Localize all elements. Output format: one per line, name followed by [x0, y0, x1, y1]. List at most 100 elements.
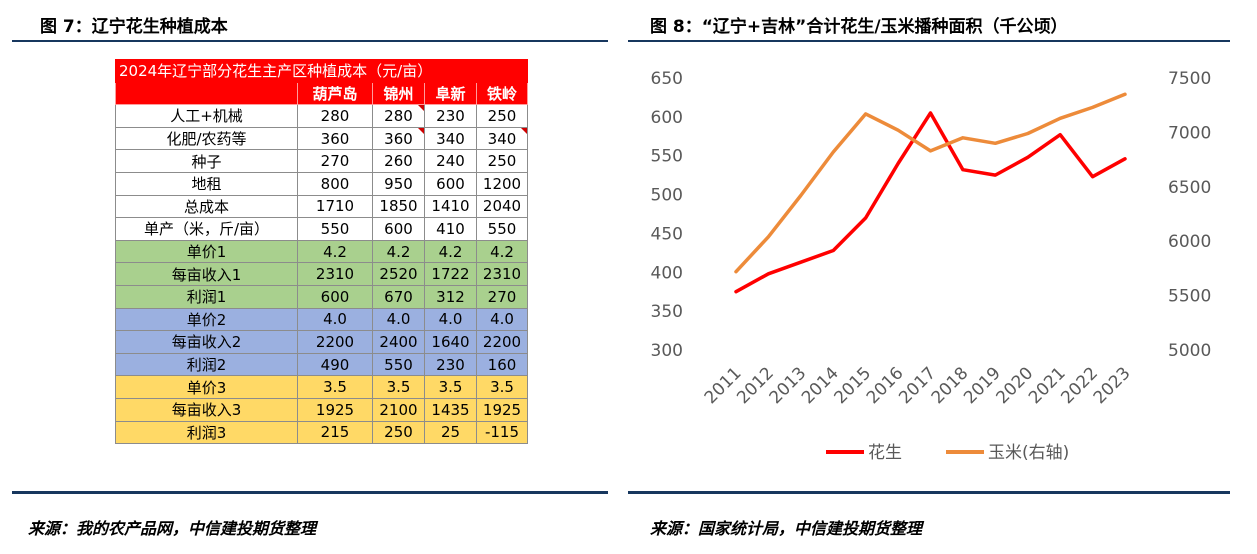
y-left-tick-label: 650	[651, 69, 683, 89]
table-cell: 1722	[424, 262, 477, 286]
right-source-note: 来源：国家统计局，中信建投期货整理	[650, 519, 923, 538]
row-label: 地租	[115, 171, 298, 196]
table-row: 单价3 3.5 3.5 3.5 3.5	[115, 375, 528, 399]
table-cell: 2400	[372, 330, 425, 354]
table-cell: 340	[476, 126, 528, 151]
x-tick-label: 2018	[928, 363, 973, 408]
table-cell: 1435	[424, 397, 477, 422]
row-label: 单价1	[115, 239, 298, 264]
table-cell: 2310	[476, 262, 528, 286]
table-row: 人工+机械 280 280 230 250	[115, 104, 528, 128]
table-cell: 3.5	[424, 375, 477, 399]
table-cell: 25	[424, 420, 477, 445]
table-cell: 2520	[372, 262, 425, 286]
table-cell: 1925	[297, 397, 373, 422]
row-label: 单价3	[115, 375, 298, 399]
y-left-tick-label: 600	[651, 108, 683, 128]
x-tick-label: 2022	[1057, 363, 1102, 408]
table-cell: 160	[476, 352, 528, 377]
y-left-tick-label: 350	[651, 302, 683, 322]
table-cell: 2200	[476, 330, 528, 354]
table-cell: 1410	[424, 194, 477, 219]
table-cell: 4.0	[297, 307, 373, 332]
corn-series-line	[734, 92, 1127, 274]
table-cell: 4.2	[424, 239, 477, 264]
row-label: 单产（米，斤/亩）	[115, 217, 298, 241]
y-right-tick-label: 5000	[1168, 341, 1211, 361]
table-cell: 3.5	[372, 375, 425, 399]
legend-label-corn: 玉米(右轴)	[988, 443, 1069, 463]
table-cell: 1640	[424, 330, 477, 354]
left-top-rule	[12, 40, 608, 42]
table-row: 每亩收入2 2200 2400 1640 2200	[115, 330, 528, 354]
x-tick-label: 2016	[863, 363, 908, 408]
planting-cost-table: 2024年辽宁部分花生主产区种植成本（元/亩） 葫芦岛 锦州 阜新 铁岭 人工+…	[115, 59, 528, 445]
table-row: 利润1 600 670 312 270	[115, 284, 528, 309]
table-row: 每亩收入3 1925 2100 1435 1925	[115, 397, 528, 422]
table-cell: 280	[297, 104, 373, 128]
table-cell: 312	[424, 284, 477, 309]
table-cell: 260	[372, 149, 425, 173]
table-cell: 250	[476, 149, 528, 173]
table-cell: 340	[424, 126, 477, 151]
table-cell: 4.2	[372, 239, 425, 264]
x-tick-label: 2020	[993, 363, 1038, 408]
table-row: 单价2 4.0 4.0 4.0 4.0	[115, 307, 528, 332]
header-cell-huludao: 葫芦岛	[297, 81, 373, 106]
table-cell: 800	[297, 171, 373, 196]
table-row: 单价1 4.2 4.2 4.2 4.2	[115, 239, 528, 264]
left-source-note: 来源：我的农产品网，中信建投期货整理	[28, 519, 317, 538]
table-row: 总成本 1710 1850 1410 2040	[115, 194, 528, 219]
y-right-tick-label: 6500	[1168, 178, 1211, 198]
y-left-tick-label: 550	[651, 147, 683, 167]
table-cell: 1200	[476, 171, 528, 196]
y-right-tick-label: 7000	[1168, 123, 1211, 143]
header-cell-tieling: 铁岭	[476, 81, 528, 106]
table-cell: 2200	[297, 330, 373, 354]
x-tick-label: 2014	[798, 363, 843, 408]
x-tick-label: 2017	[895, 363, 940, 408]
y-right-tick-label: 5500	[1168, 287, 1211, 307]
table-cell: 270	[297, 149, 373, 173]
table-cell: 3.5	[297, 375, 373, 399]
right-figure-title: 图 8：“辽宁+吉林”合计花生/玉米播种面积（千公顷）	[650, 17, 1068, 37]
row-label: 每亩收入1	[115, 262, 298, 286]
table-cell: 490	[297, 352, 373, 377]
row-label: 利润3	[115, 420, 298, 445]
row-label: 单价2	[115, 307, 298, 332]
table-row: 化肥/农药等 360 360 340 340	[115, 126, 528, 151]
row-label: 人工+机械	[115, 104, 298, 128]
row-label: 总成本	[115, 194, 298, 219]
table-cell: 4.2	[476, 239, 528, 264]
legend-label-peanut: 花生	[868, 443, 902, 463]
y-left-tick-label: 500	[651, 186, 683, 206]
table-row: 种子 270 260 240 250	[115, 149, 528, 173]
table-cell: 230	[424, 352, 477, 377]
table-cell: 3.5	[476, 375, 528, 399]
table-cell: 250	[372, 420, 425, 445]
comment-marker	[418, 105, 424, 112]
table-cell: 550	[372, 352, 425, 377]
table-cell: 2040	[476, 194, 528, 219]
table-cell: 240	[424, 149, 477, 173]
table-cell: 600	[372, 217, 425, 241]
y-left-tick-label: 300	[651, 341, 683, 361]
table-cell: 600	[297, 284, 373, 309]
table-row: 每亩收入1 2310 2520 1722 2310	[115, 262, 528, 286]
table-cell: 270	[476, 284, 528, 309]
table-cell: 215	[297, 420, 373, 445]
table-cell: 1850	[372, 194, 425, 219]
row-label: 每亩收入3	[115, 397, 298, 422]
x-tick-label: 2013	[766, 363, 811, 408]
table-cell: 230	[424, 104, 477, 128]
table-row: 利润3 215 250 25 -115	[115, 420, 528, 445]
header-cell-empty	[115, 81, 298, 106]
table-row: 单产（米，斤/亩） 550 600 410 550	[115, 217, 528, 241]
table-cell: 4.0	[372, 307, 425, 332]
table-cell: 1710	[297, 194, 373, 219]
y-right-tick-label: 6000	[1168, 232, 1211, 252]
table-cell: 1925	[476, 397, 528, 422]
area-line-chart: 300 350 400 450 500 550 600 650 5000 5500 6000 6500…	[651, 69, 1212, 463]
right-bottom-rule	[628, 491, 1230, 494]
table-cell: 250	[476, 104, 528, 128]
